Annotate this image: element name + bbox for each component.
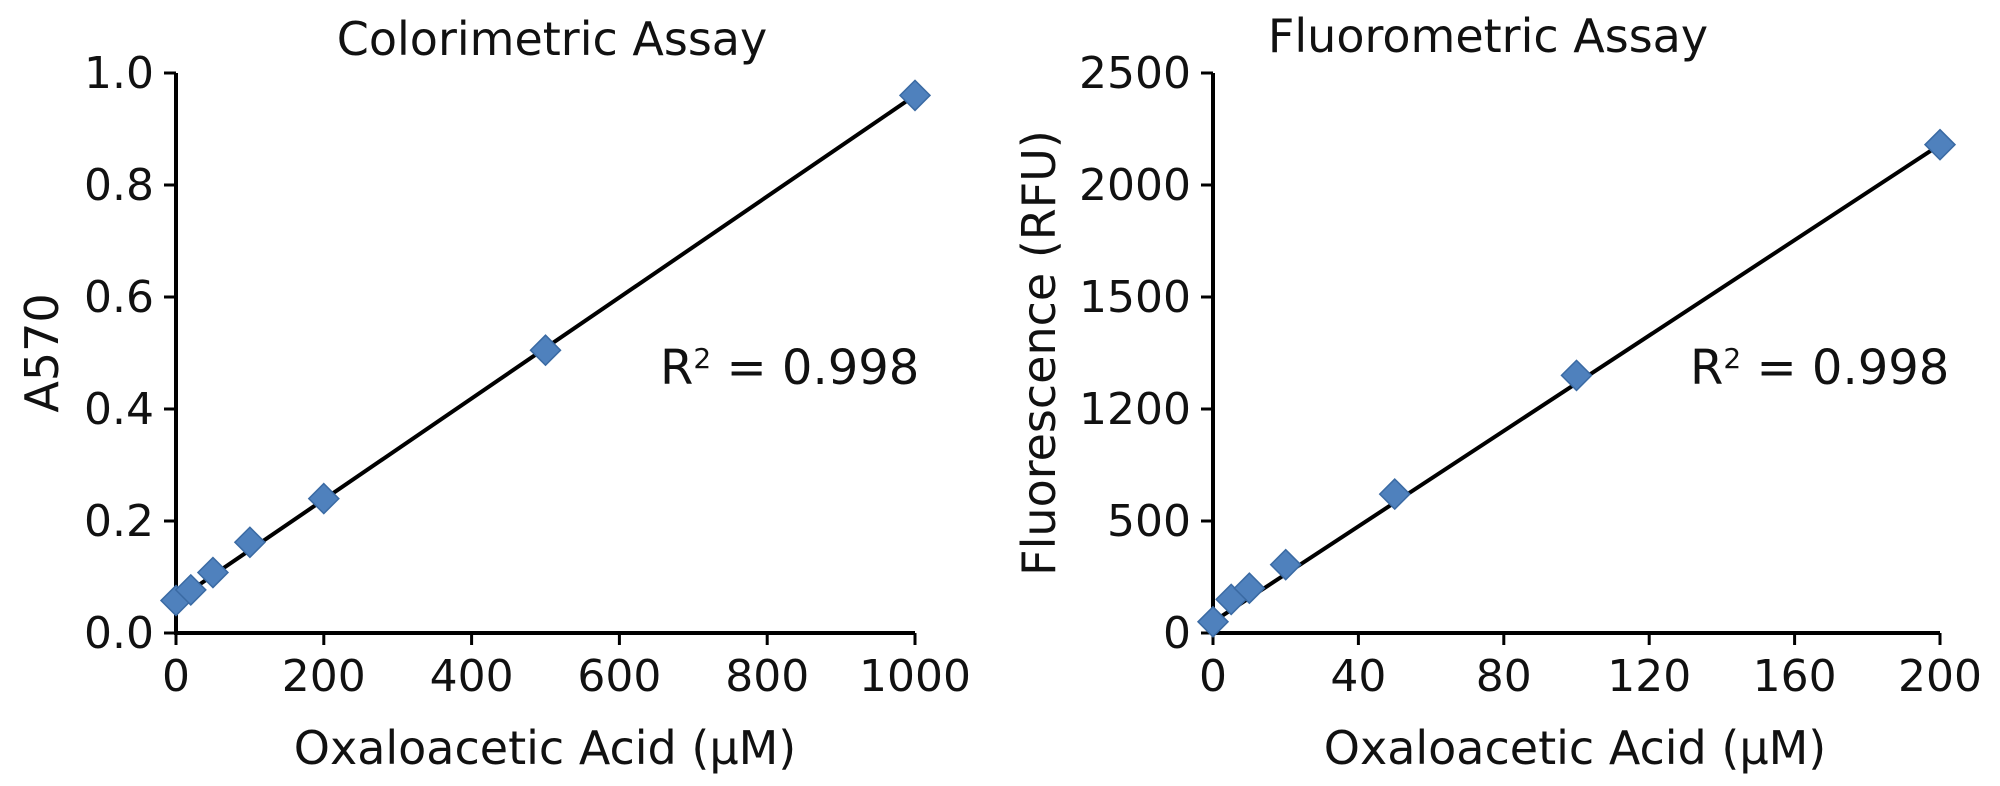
x-tick-label: 200 bbox=[1898, 651, 1982, 702]
colorimetric-chart: Colorimetric Assay A570 Oxaloacetic Acid… bbox=[15, 12, 971, 775]
data-point bbox=[1560, 359, 1593, 392]
x-tick-label: 80 bbox=[1476, 651, 1532, 702]
y-axis-label: A570 bbox=[15, 293, 69, 412]
annotation-value: = 0.998 bbox=[711, 340, 919, 396]
y-tick-label: 2000 bbox=[1079, 160, 1191, 211]
y-tick-label: 1200 bbox=[1079, 384, 1191, 435]
x-ticks: 0 40 80 120 160 200 bbox=[1199, 633, 1982, 702]
x-axis-label: Oxaloacetic Acid (µM) bbox=[294, 721, 796, 775]
y-axis-label: Fluorescence (RFU) bbox=[1012, 130, 1066, 576]
y-tick-label: 0 bbox=[1163, 608, 1191, 659]
x-tick-label: 800 bbox=[725, 651, 809, 702]
x-ticks: 0 200 400 600 800 1000 bbox=[162, 633, 971, 702]
data-point bbox=[529, 334, 562, 367]
annotation-sup: 2 bbox=[1723, 342, 1741, 375]
y-ticks: 0 500 1200 1500 2000 2500 bbox=[1079, 48, 1213, 659]
y-tick-label: 0.6 bbox=[84, 272, 154, 323]
chart-title: Colorimetric Assay bbox=[337, 12, 767, 66]
y-tick-label: 2500 bbox=[1079, 48, 1191, 99]
annotation-r: R bbox=[1690, 340, 1723, 396]
x-tick-label: 400 bbox=[430, 651, 514, 702]
r-squared-annotation: R2 = 0.998 bbox=[660, 340, 919, 396]
x-tick-label: 1000 bbox=[859, 651, 971, 702]
x-tick-label: 600 bbox=[577, 651, 661, 702]
x-axis-label: Oxaloacetic Acid (µM) bbox=[1324, 721, 1826, 775]
data-point bbox=[1233, 572, 1266, 605]
y-tick-label: 0.4 bbox=[84, 384, 154, 435]
annotation-value: = 0.998 bbox=[1741, 340, 1949, 396]
data-point bbox=[174, 573, 207, 606]
data-point bbox=[307, 482, 340, 515]
data-series bbox=[1196, 128, 1957, 638]
y-tick-label: 0.0 bbox=[84, 608, 154, 659]
fluorometric-chart: Fluorometric Assay Fluorescence (RFU) Ox… bbox=[1012, 9, 1982, 775]
y-tick-label: 1.0 bbox=[84, 48, 154, 99]
data-point bbox=[1196, 605, 1230, 638]
data-point bbox=[1378, 478, 1411, 511]
x-tick-label: 160 bbox=[1753, 651, 1837, 702]
annotation-sup: 2 bbox=[693, 342, 711, 375]
y-tick-label: 0.8 bbox=[84, 160, 154, 211]
x-tick-label: 40 bbox=[1330, 651, 1386, 702]
x-tick-label: 0 bbox=[162, 651, 190, 702]
data-point bbox=[196, 556, 230, 589]
data-point bbox=[233, 526, 266, 559]
data-point bbox=[1269, 548, 1302, 581]
chart-title: Fluorometric Assay bbox=[1268, 9, 1708, 63]
y-tick-label: 500 bbox=[1107, 496, 1191, 547]
x-tick-label: 0 bbox=[1199, 651, 1227, 702]
y-tick-label: 1500 bbox=[1079, 272, 1191, 323]
x-tick-label: 120 bbox=[1607, 651, 1691, 702]
y-ticks: 0.0 0.2 0.4 0.6 0.8 1.0 bbox=[84, 48, 176, 659]
data-point bbox=[898, 79, 932, 112]
r-squared-annotation: R2 = 0.998 bbox=[1690, 340, 1949, 396]
data-series bbox=[159, 79, 932, 617]
x-tick-label: 200 bbox=[282, 651, 366, 702]
y-tick-label: 0.2 bbox=[84, 496, 154, 547]
data-point bbox=[1923, 128, 1957, 161]
annotation-r: R bbox=[660, 340, 693, 396]
